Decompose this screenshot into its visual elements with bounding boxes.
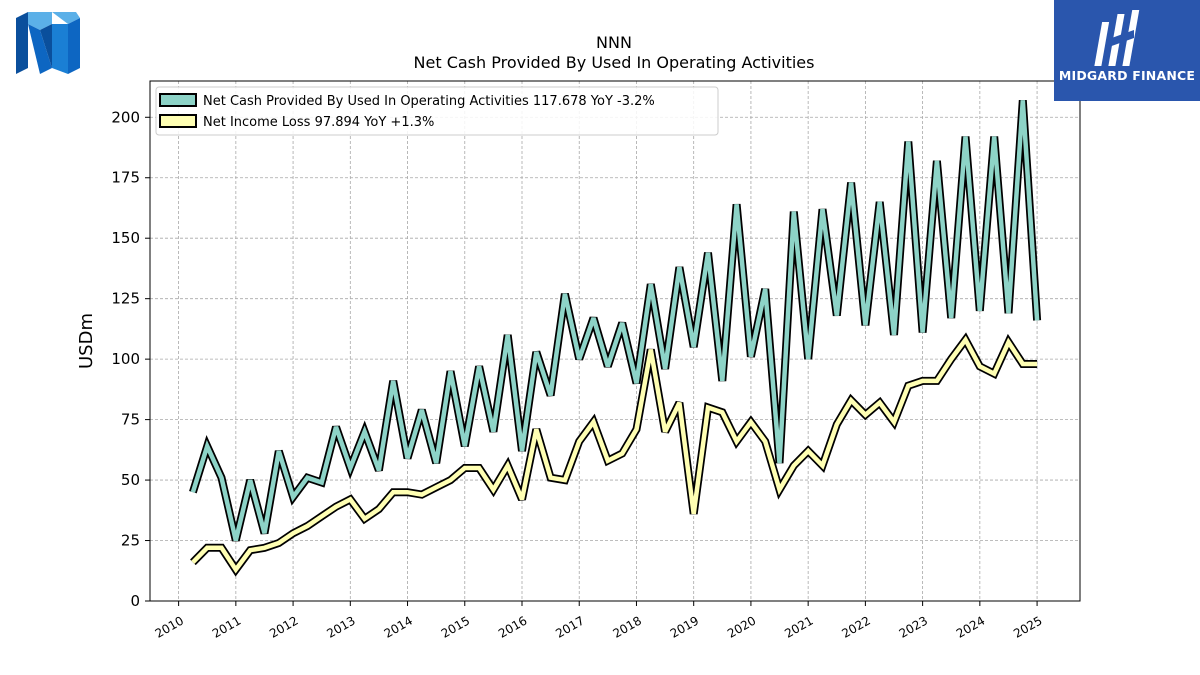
legend: Net Cash Provided By Used In Operating A… (155, 86, 719, 136)
series-line-1 (191, 335, 1038, 574)
plot-frame (149, 80, 1081, 602)
series-lines (189, 100, 1042, 577)
x-tick-label: 2016 (496, 613, 529, 640)
x-tick-label: 2024 (954, 613, 987, 640)
legend-box (155, 86, 719, 136)
y-tick-label: 0 (130, 592, 140, 610)
nnn-logo-icon (12, 6, 84, 80)
x-tick-label: 2023 (897, 613, 930, 640)
x-tick-label: 2011 (210, 613, 243, 640)
y-tick-label: 25 (121, 532, 140, 550)
x-tick-label: 2020 (725, 613, 758, 640)
x-tick-label: 2018 (611, 613, 644, 640)
legend-label-net-income: Net Income Loss 97.894 YoY +1.3% (203, 115, 434, 130)
x-axis-ticks: 2010 2011 2012 2013 2014 2015 2016 2017 2018 2019… (153, 601, 1045, 641)
legend-swatch-net-income (159, 114, 197, 128)
y-tick-label: 75 (121, 411, 140, 429)
grid-lines (150, 81, 1080, 602)
chart-subtitle: Net Cash Provided By Used In Operating A… (414, 53, 815, 72)
x-tick-label: 2012 (267, 613, 300, 640)
x-tick-label: 2019 (668, 613, 701, 640)
x-tick-label: 2015 (439, 613, 472, 640)
y-tick-label: 200 (111, 108, 140, 126)
series-line-0 (190, 100, 1040, 542)
legend-swatch-operating-cash (159, 93, 197, 107)
midgard-finance-logo: MIDGARD FINANCE (1054, 0, 1200, 101)
y-axis-ticks: 0 25 50 75 100 125 150 175 200 (111, 108, 150, 610)
y-tick-label: 100 (111, 350, 140, 368)
x-tick-label: 2025 (1011, 613, 1044, 640)
y-tick-label: 175 (111, 169, 140, 187)
x-tick-label: 2013 (324, 613, 357, 640)
x-tick-label: 2014 (382, 613, 415, 640)
y-axis-label: USDm (76, 313, 97, 369)
y-tick-label: 50 (121, 471, 140, 489)
x-tick-label: 2021 (782, 613, 815, 640)
x-tick-label: 2010 (153, 613, 186, 640)
brand-name: MIDGARD FINANCE (1058, 68, 1196, 83)
x-tick-label: 2017 (553, 613, 586, 640)
x-tick-label: 2022 (839, 613, 872, 640)
midgard-logo-icon (1094, 10, 1140, 66)
y-tick-label: 125 (111, 290, 140, 308)
legend-label-operating-cash: Net Cash Provided By Used In Operating A… (203, 94, 655, 109)
chart-title: NNN (596, 33, 632, 52)
y-tick-label: 150 (111, 229, 140, 247)
